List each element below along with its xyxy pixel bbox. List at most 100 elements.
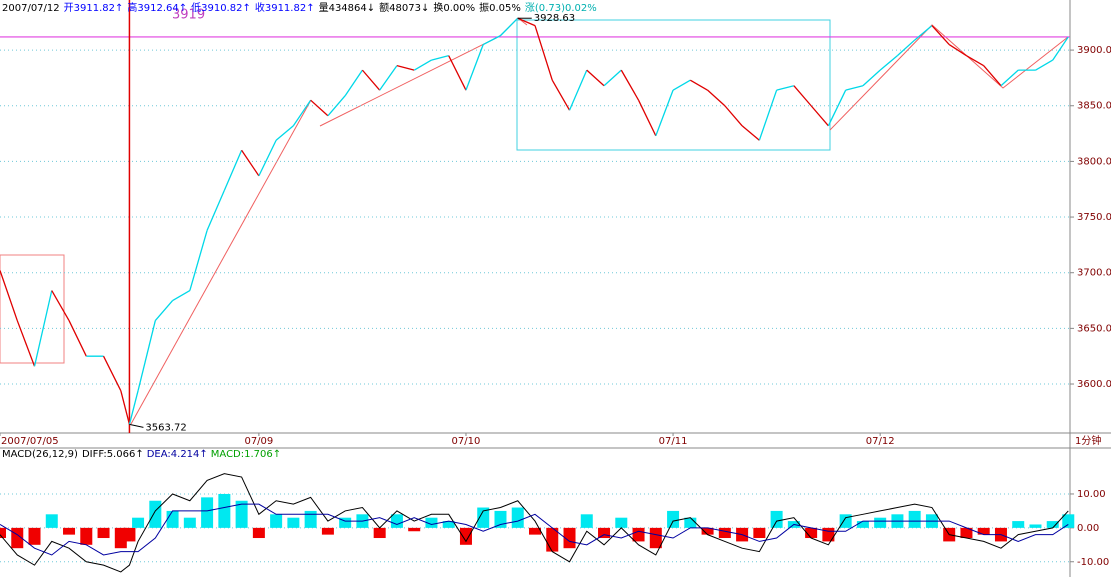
price-segment [983, 65, 1002, 87]
macd-bar [97, 527, 110, 539]
price-segment [482, 35, 501, 46]
macd-bar [390, 514, 403, 528]
header-field: 低3910.82↑ [191, 1, 251, 14]
x-tick-label: 07/10 [452, 436, 481, 447]
y-tick-label: 3900.00 [1077, 45, 1111, 56]
macd-bar [701, 527, 714, 535]
price-segment [413, 59, 432, 71]
macd-bar [684, 517, 697, 528]
macd-bar [718, 527, 731, 539]
macd-bar [80, 527, 93, 545]
macd-bar [166, 510, 179, 528]
y-tick-label: 3750.00 [1077, 212, 1111, 223]
price-segment [845, 85, 864, 91]
macd-bar [183, 517, 196, 528]
price-segment [361, 69, 381, 91]
macd-bar [270, 514, 283, 528]
macd-bar [252, 527, 265, 539]
macd-bar [580, 514, 593, 528]
legend-entry: DIFF:5.066↑ [82, 449, 144, 460]
price-segment [534, 25, 553, 81]
y-tick-label: 3850.00 [1077, 101, 1111, 112]
macd-bar [632, 527, 645, 542]
x-tick-label: 2007/07/05 [1, 436, 59, 447]
x-tick-label: 07/11 [659, 436, 688, 447]
price-segment [1000, 69, 1019, 87]
price-segment [1035, 59, 1054, 71]
price-segment [379, 65, 398, 91]
price-segment [896, 39, 916, 57]
price-segment [603, 69, 622, 87]
macd-bar [304, 510, 317, 528]
price-segment [0, 270, 18, 321]
price-segment [102, 355, 122, 391]
annotation-leader [129, 423, 144, 428]
macd-bar [1062, 514, 1075, 528]
legend-entry: DEA:4.214↑ [147, 449, 208, 460]
macd-bar [529, 527, 541, 535]
y-tick-label: -10.00 [1077, 557, 1109, 568]
price-segment [396, 65, 415, 71]
price-segment [310, 99, 329, 117]
price-segment [517, 17, 536, 27]
macd-bar [321, 527, 334, 535]
header-field: 开3911.82↑ [64, 3, 124, 14]
x-tick-label: 07/12 [866, 436, 895, 447]
macd-bar [874, 517, 887, 528]
annotation: 3563.72 [145, 422, 186, 433]
macd-bar [477, 507, 490, 528]
y-tick-label: 3700.00 [1077, 268, 1111, 279]
macd-bar [408, 527, 421, 532]
price-segment [810, 105, 829, 127]
price-segment [292, 99, 312, 127]
macd-bar [132, 517, 145, 528]
macd-bar [45, 514, 58, 528]
price-segment [793, 85, 812, 107]
macd-bar [1029, 524, 1042, 528]
macd-bar [373, 527, 386, 539]
macd-bar [908, 510, 921, 528]
macd-bar [598, 527, 611, 539]
macd-bar [770, 510, 783, 528]
macd-bar [425, 517, 438, 528]
annotation: 3928.63 [534, 13, 575, 24]
price-segment [758, 89, 778, 141]
price-segment [172, 289, 191, 302]
macd-bar [511, 507, 524, 528]
legend-entry: MACD:1.706↑ [211, 449, 281, 460]
macd-bar [494, 510, 507, 528]
price-segment [568, 69, 588, 111]
macd-bar [615, 517, 628, 528]
y-tick-label: 3650.00 [1077, 323, 1111, 334]
macd-title: MACD(26,12,9) [2, 449, 78, 460]
price-segment [966, 55, 985, 67]
price-segment [862, 69, 881, 87]
price-segment [154, 300, 174, 322]
macd-bar [459, 527, 472, 545]
annotation: 3919 [172, 8, 205, 23]
price-segment [241, 149, 260, 177]
macd-line [0, 473, 1069, 573]
price-segment [16, 320, 36, 367]
macd-bar [753, 527, 766, 539]
price-segment [258, 139, 277, 177]
header-field: 振0.05% [479, 1, 521, 14]
price-segment [68, 320, 87, 357]
macd-bar [123, 527, 136, 542]
y-tick-label: 3600.00 [1077, 379, 1111, 390]
macd-bar [839, 514, 852, 528]
price-segment [741, 125, 760, 141]
header-field: 涨(0.73)0.02% [525, 2, 597, 14]
macd-bar [235, 500, 248, 528]
price-segment [431, 55, 449, 61]
price-segment [914, 25, 933, 41]
price-segment [586, 69, 605, 87]
macd-bar [977, 527, 990, 535]
price-segment [448, 55, 467, 91]
y-tick-label: 10.00 [1077, 489, 1106, 500]
price-segment [551, 79, 571, 111]
price-segment [465, 44, 484, 91]
price-segment [51, 290, 70, 321]
